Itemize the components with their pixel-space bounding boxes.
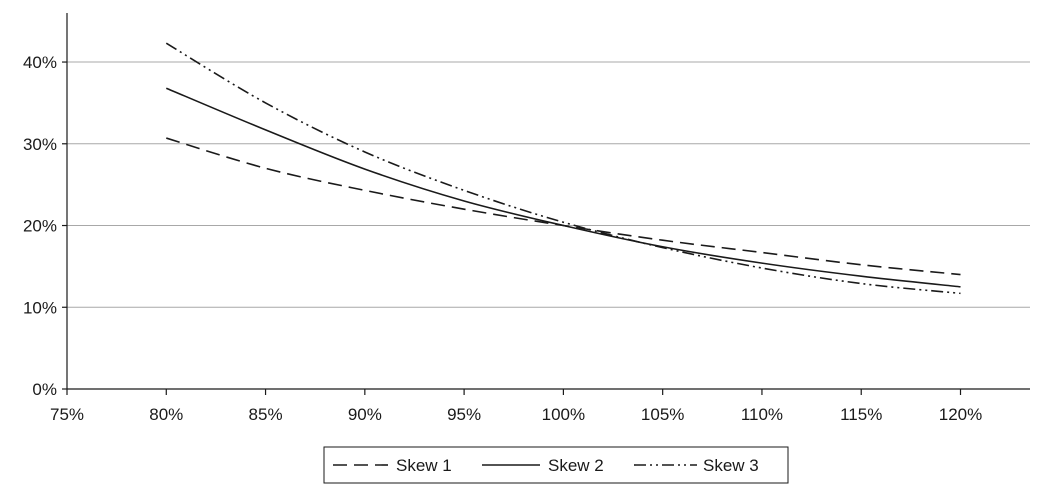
y-tick-label-2: 20% — [23, 217, 57, 236]
y-tick-label-4: 40% — [23, 53, 57, 72]
series-line-3 — [165, 42, 961, 295]
legend-label-3: Skew 3 — [703, 456, 759, 475]
legend-label-1: Skew 1 — [396, 456, 452, 475]
x-tick-label-0: 75% — [50, 405, 84, 424]
legend: Skew 1 Skew 2 Skew 3 — [323, 446, 789, 484]
y-axis-tick-labels: 0% 10% 20% 30% 40% — [23, 53, 57, 399]
x-tick-label-7: 110% — [741, 405, 783, 424]
x-tick-label-1: 80% — [149, 405, 183, 424]
x-tick-label-3: 90% — [348, 405, 382, 424]
y-tick-label-1: 10% — [23, 298, 57, 317]
gridlines — [67, 61, 1030, 308]
legend-box — [323, 446, 789, 484]
x-tick-label-4: 95% — [447, 405, 481, 424]
x-tick-label-9: 120% — [939, 405, 982, 424]
series-line-1 — [166, 137, 961, 276]
x-tick-label-6: 105% — [641, 405, 684, 424]
series-lines — [165, 42, 961, 295]
legend-label-2: Skew 2 — [548, 456, 604, 475]
x-tick-label-8: 115% — [840, 405, 882, 424]
x-axis-tick-labels: 75% 80% 85% 90% 95% 100% 105% 110% 115% 120% — [50, 405, 982, 424]
x-tick-label-2: 85% — [249, 405, 283, 424]
series-line-2 — [165, 87, 961, 288]
x-tick-label-5: 100% — [542, 405, 585, 424]
axes — [62, 13, 1030, 395]
y-tick-label-3: 30% — [23, 135, 57, 154]
y-tick-label-0: 0% — [32, 380, 57, 399]
